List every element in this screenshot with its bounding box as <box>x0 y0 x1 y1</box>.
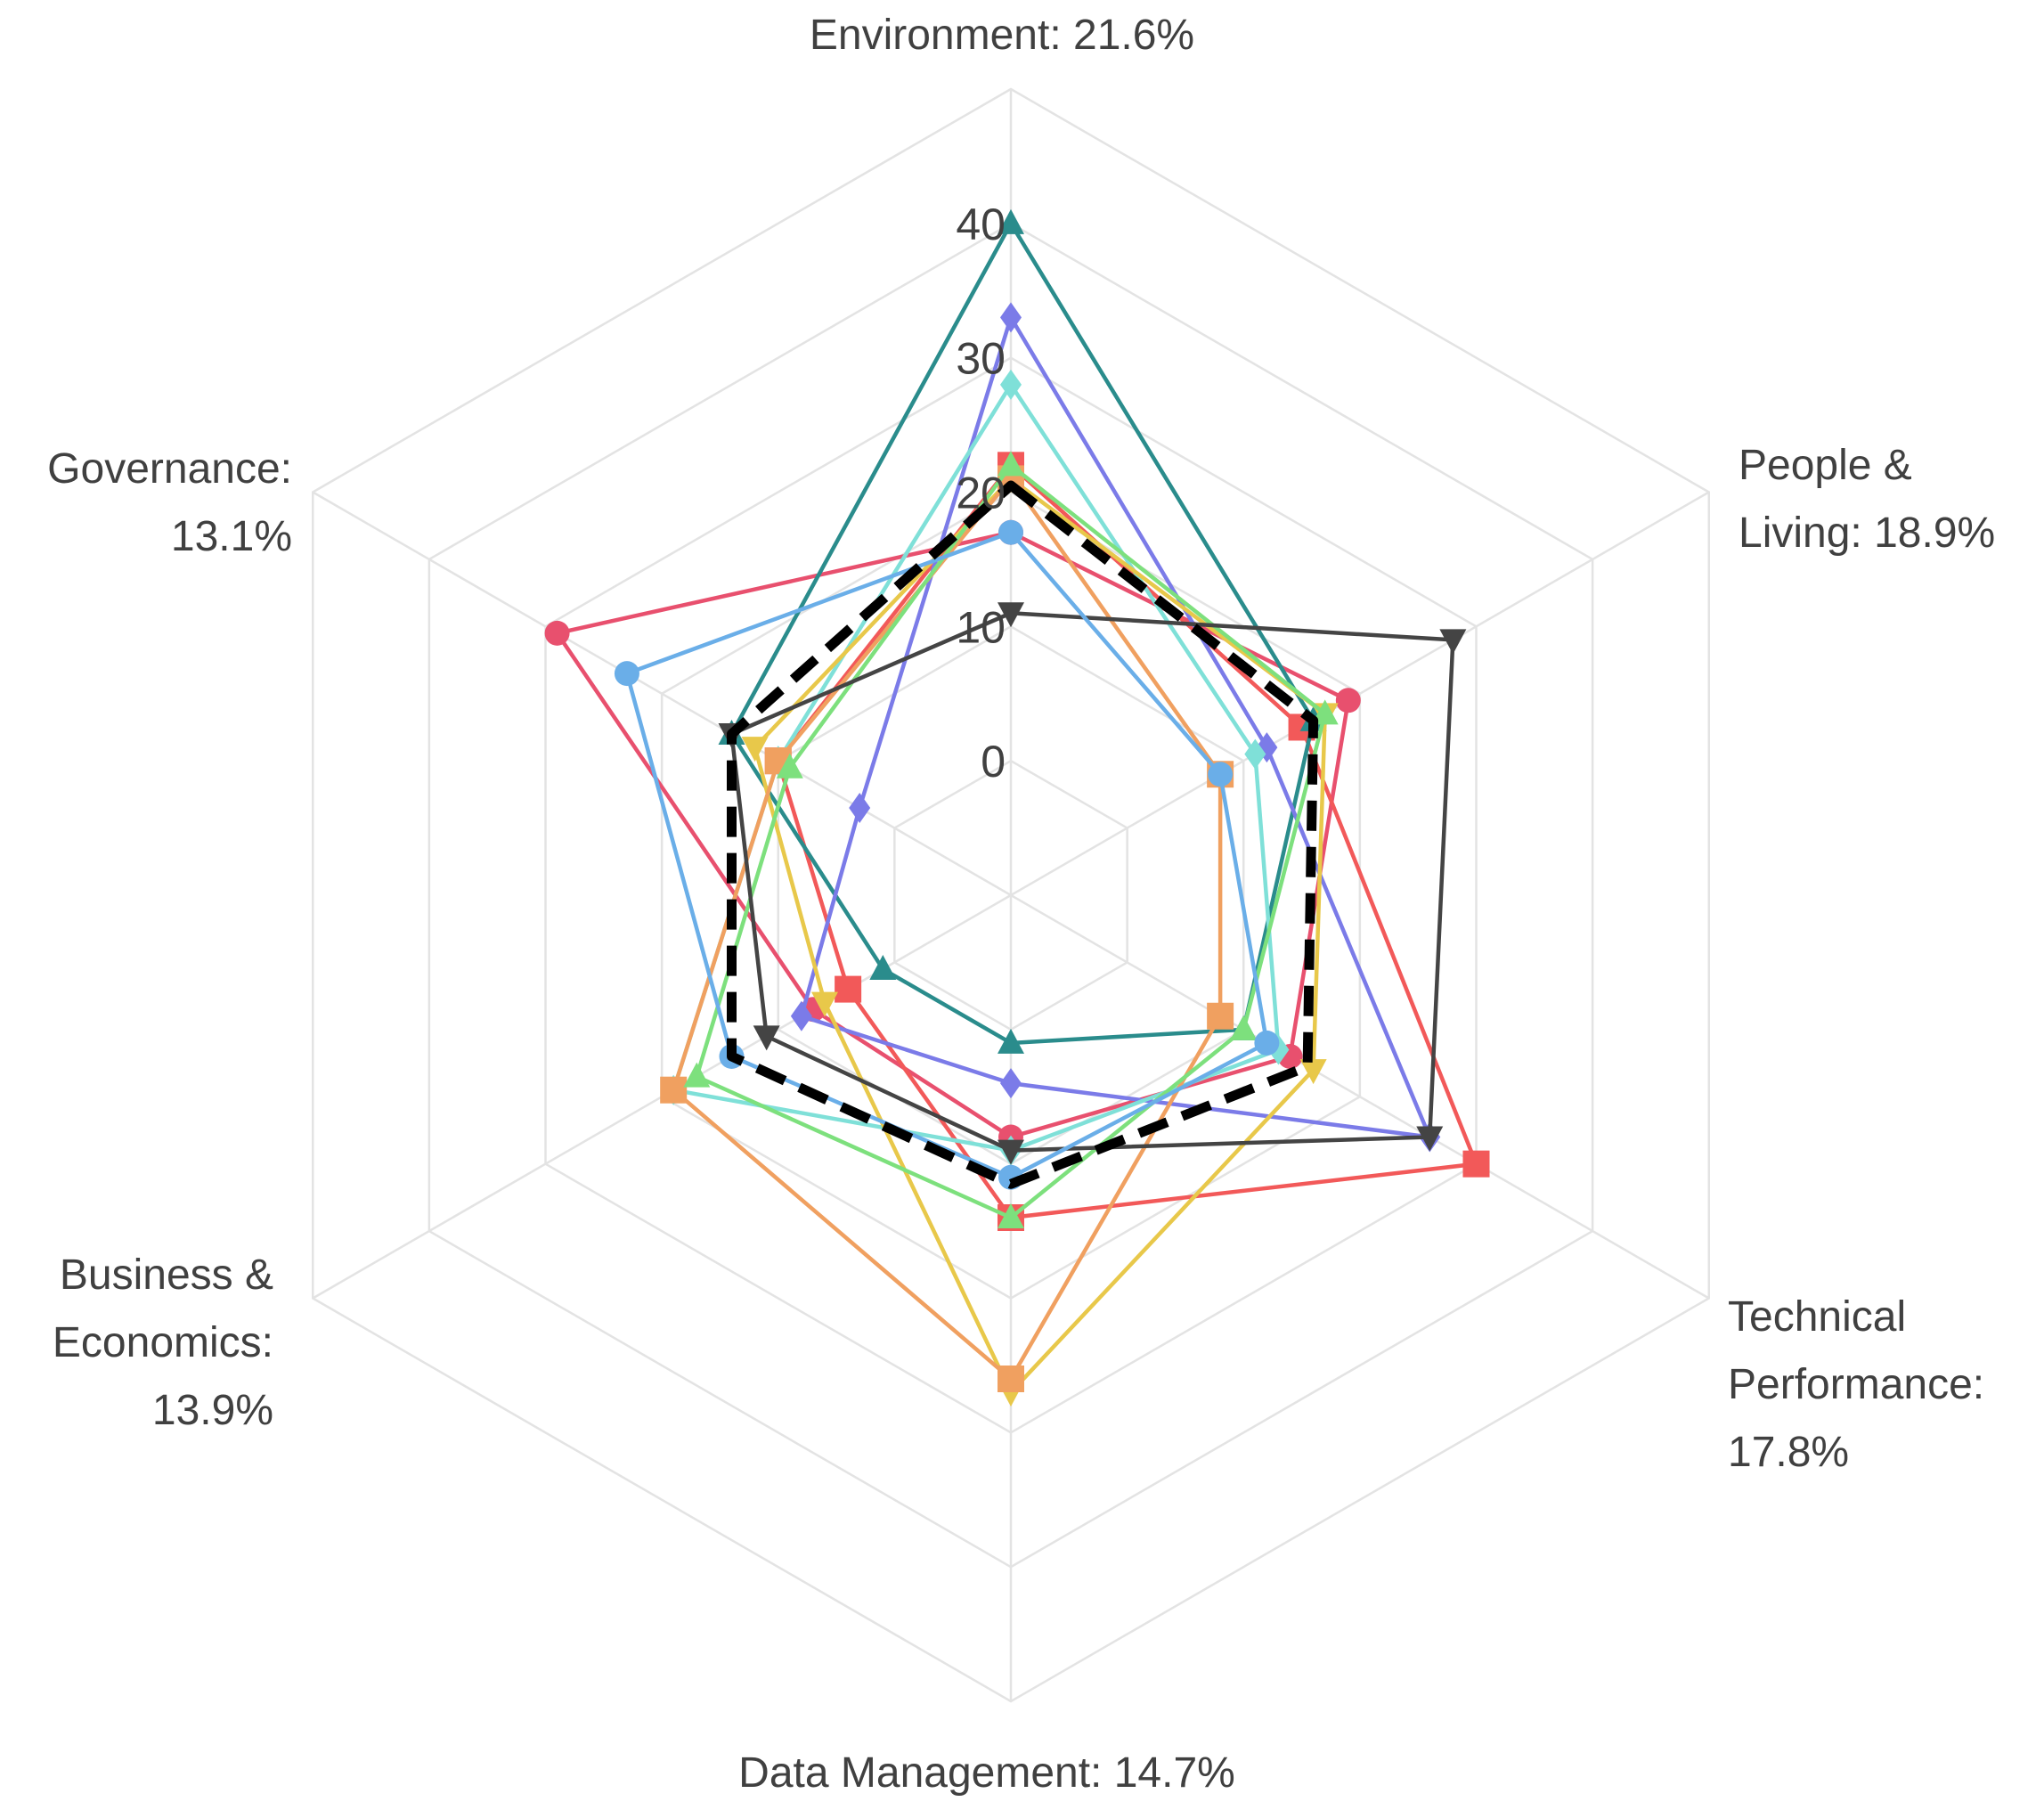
series-10 <box>718 602 1467 1165</box>
radial-tick-label: 30 <box>956 334 1006 384</box>
data-point <box>790 1000 812 1031</box>
data-point <box>1335 688 1361 713</box>
data-point <box>1439 629 1467 655</box>
data-point <box>660 1076 688 1104</box>
axis-label-data-management: Data Management: 14.7% <box>738 1749 1235 1797</box>
series-8 <box>660 465 1234 1392</box>
series-9 <box>683 451 1339 1228</box>
data-point <box>1416 1126 1444 1152</box>
data-point <box>776 753 803 779</box>
data-point <box>1230 1015 1258 1040</box>
axis-label-people-living: People & Living: 18.9% <box>1739 442 1995 557</box>
radar-grid <box>311 87 1711 1703</box>
series-1 <box>544 519 1361 1150</box>
radial-tick-label: 20 <box>956 469 1006 518</box>
data-point <box>1000 1068 1022 1099</box>
series-layer <box>544 208 1490 1407</box>
data-point <box>1462 1150 1490 1178</box>
grid-spoke <box>1010 893 1710 1300</box>
data-point <box>1000 369 1022 400</box>
data-point <box>1244 738 1266 770</box>
radial-tick-label: 0 <box>981 737 1006 787</box>
data-point <box>998 1028 1024 1054</box>
series-line <box>726 480 1319 1189</box>
data-point <box>849 792 871 823</box>
data-point <box>998 1366 1024 1392</box>
data-point <box>998 451 1024 477</box>
data-point <box>1208 762 1234 787</box>
data-point <box>683 1062 711 1088</box>
data-point <box>810 991 838 1017</box>
data-point <box>998 602 1024 628</box>
radial-tick-label: 40 <box>956 200 1006 249</box>
grid-spoke <box>312 491 1012 897</box>
data-point <box>998 1203 1024 1228</box>
radial-tick-labels: 0 10 20 30 40 <box>956 200 1006 787</box>
axis-label-business-economics: Business & Economics: 13.9% <box>53 1251 273 1434</box>
data-point <box>835 975 862 1003</box>
data-point <box>753 1025 780 1051</box>
data-point <box>1311 699 1339 725</box>
data-point <box>741 737 769 762</box>
axis-label-environment: Environment: 21.6% <box>810 12 1194 59</box>
grid-spoke <box>1010 491 1710 897</box>
data-point <box>869 954 897 980</box>
radial-tick-label: 10 <box>956 602 1006 652</box>
series-12 <box>726 480 1319 1189</box>
data-point <box>1000 302 1022 333</box>
data-point <box>1299 1059 1327 1085</box>
series-11 <box>614 519 1280 1190</box>
data-point <box>544 620 570 646</box>
data-point <box>1254 1030 1280 1056</box>
axis-label-technical-performance: Technical Performance: 17.8% <box>1728 1293 1984 1476</box>
series-line <box>799 315 1432 1139</box>
data-point <box>1207 1002 1234 1030</box>
data-point <box>998 519 1023 545</box>
data-point <box>998 1139 1024 1165</box>
axis-label-governance: Governance: 13.1% <box>47 445 292 560</box>
data-point <box>998 208 1024 234</box>
data-point <box>614 661 639 687</box>
axis-labels: Environment: 21.6% People & Living: 18.9% T… <box>47 12 1995 1797</box>
